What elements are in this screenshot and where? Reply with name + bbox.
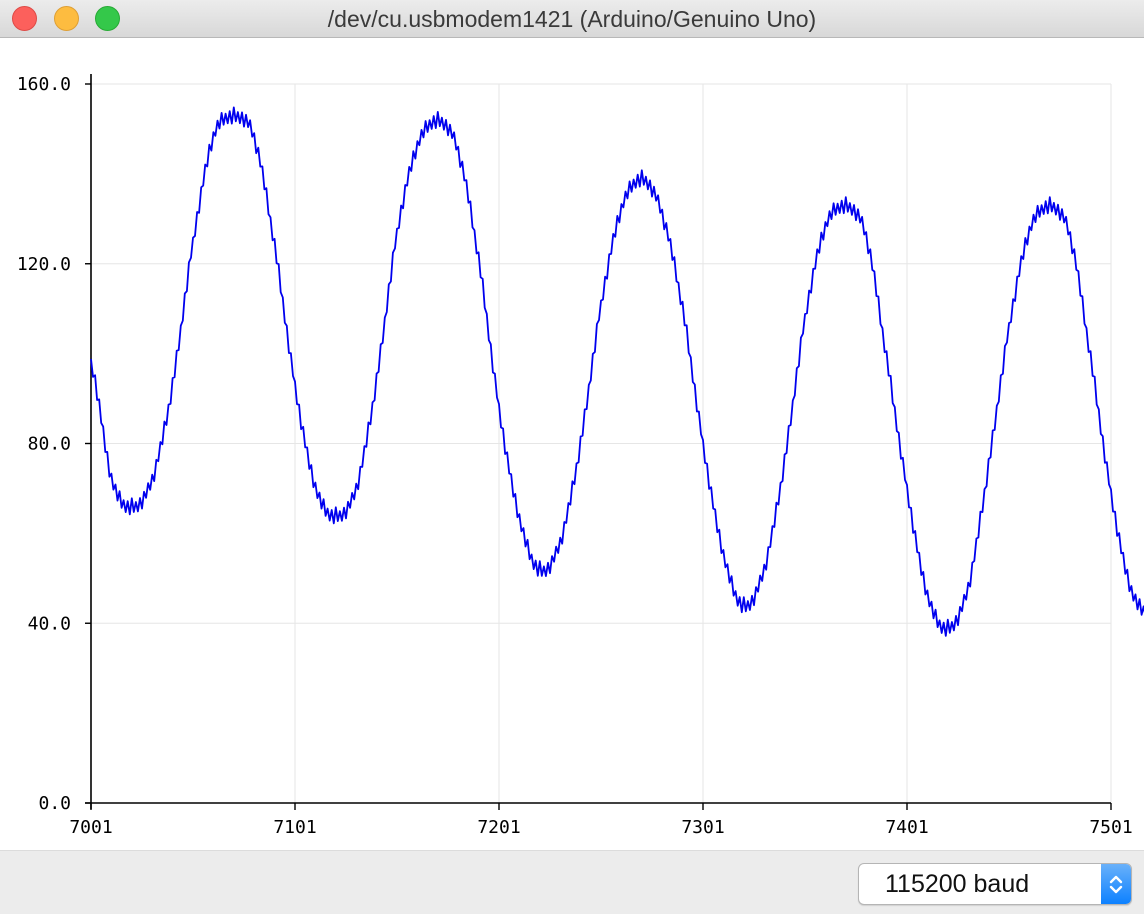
x-tick-label: 7101 — [273, 817, 316, 838]
window-title: /dev/cu.usbmodem1421 (Arduino/Genuino Un… — [327, 6, 817, 32]
x-tick-label: 7201 — [477, 817, 520, 838]
close-window-button[interactable] — [12, 6, 37, 31]
x-tick-label: 7301 — [681, 817, 724, 838]
minimize-window-button[interactable] — [54, 6, 79, 31]
x-tick-label: 7001 — [69, 817, 112, 838]
baud-rate-select[interactable]: 115200 baud — [858, 863, 1132, 905]
bottom-toolbar: 115200 baud — [0, 850, 1144, 914]
y-tick-label: 120.0 — [17, 254, 71, 275]
chevron-up-down-icon — [1109, 875, 1123, 894]
zoom-window-button[interactable] — [95, 6, 120, 31]
x-tick-label: 7501 — [1089, 817, 1132, 838]
y-tick-label: 40.0 — [28, 613, 71, 634]
serial-plotter-area: 0.0 40.0 80.0 120.0 160.0 7001 7101 7201 7301 740… — [0, 38, 1144, 850]
title-bar: /dev/cu.usbmodem1421 (Arduino/Genuino Un… — [0, 0, 1144, 38]
y-tick-label: 80.0 — [28, 434, 71, 455]
y-tick-label: 160.0 — [17, 74, 71, 95]
baud-rate-value: 115200 baud — [885, 870, 1030, 898]
x-tick-label: 7401 — [885, 817, 928, 838]
select-stepper-arrows[interactable] — [1101, 864, 1131, 904]
series-line — [90, 106, 1144, 637]
y-tick-label: 0.0 — [38, 793, 71, 814]
serial-plot-chart: 0.0 40.0 80.0 120.0 160.0 7001 7101 7201 7301 740… — [17, 74, 1144, 838]
